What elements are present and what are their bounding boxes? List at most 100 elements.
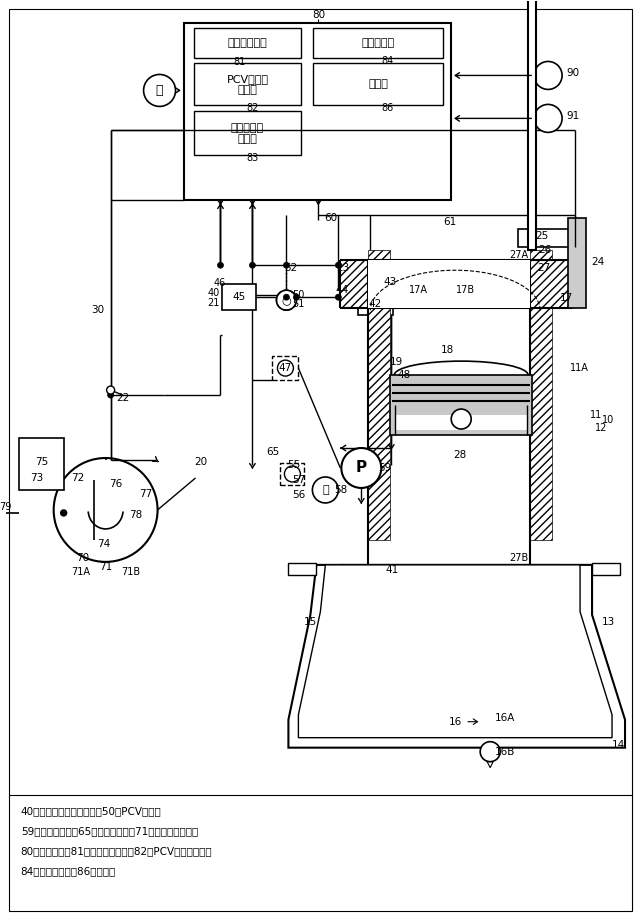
Bar <box>19 438 63 490</box>
Text: 71: 71 <box>99 562 112 572</box>
Bar <box>390 375 532 435</box>
Text: 40：ブローバイガス通路、50：PCVバルブ: 40：ブローバイガス通路、50：PCVバルブ <box>20 807 161 817</box>
Text: 84：温度算出部、86：実行部: 84：温度算出部、86：実行部 <box>20 867 116 877</box>
PathPatch shape <box>289 565 625 748</box>
Text: 75: 75 <box>35 457 48 467</box>
Text: 57: 57 <box>292 475 305 485</box>
Text: 17B: 17B <box>456 285 475 295</box>
Text: ○: ○ <box>282 295 291 305</box>
Text: 27A: 27A <box>509 250 529 260</box>
Text: 59：負圧ポンプ、65：負圧導入路、71：マスターバック: 59：負圧ポンプ、65：負圧導入路、71：マスターバック <box>20 826 198 836</box>
Text: 71B: 71B <box>121 567 140 577</box>
Text: 15: 15 <box>304 617 317 627</box>
Text: 17A: 17A <box>409 285 428 295</box>
Text: 84: 84 <box>381 56 394 66</box>
Bar <box>368 250 390 539</box>
Text: 82: 82 <box>246 104 259 113</box>
Circle shape <box>277 360 293 376</box>
Bar <box>368 260 530 308</box>
Circle shape <box>54 458 157 562</box>
Text: 26: 26 <box>538 245 552 255</box>
Circle shape <box>284 294 289 301</box>
Text: イ: イ <box>156 84 163 96</box>
Text: 46: 46 <box>214 278 226 289</box>
Text: 43: 43 <box>383 278 397 288</box>
Text: 83: 83 <box>246 153 259 164</box>
Circle shape <box>293 294 300 301</box>
Text: 65: 65 <box>266 447 279 457</box>
Bar <box>592 562 620 575</box>
Text: 24: 24 <box>591 257 605 267</box>
Text: 48: 48 <box>397 370 411 380</box>
Text: 28: 28 <box>454 450 467 460</box>
Text: 79: 79 <box>0 502 12 512</box>
Text: 実行部: 実行部 <box>369 79 388 89</box>
Text: 71A: 71A <box>71 567 90 577</box>
Bar <box>289 562 316 575</box>
Circle shape <box>335 262 341 268</box>
Bar <box>530 250 552 539</box>
Text: 27: 27 <box>538 263 551 273</box>
Circle shape <box>534 105 562 132</box>
Circle shape <box>284 262 289 268</box>
Circle shape <box>534 62 562 89</box>
Text: 74: 74 <box>97 539 110 549</box>
Text: 12: 12 <box>595 423 607 433</box>
Circle shape <box>107 386 115 394</box>
Text: 51: 51 <box>292 300 305 309</box>
Text: 30: 30 <box>91 305 104 315</box>
Text: 13: 13 <box>602 617 614 627</box>
Text: 20: 20 <box>194 457 207 467</box>
Text: 22: 22 <box>116 393 129 403</box>
Text: 78: 78 <box>129 510 142 520</box>
Bar <box>396 415 527 430</box>
Circle shape <box>250 262 255 268</box>
Text: 42: 42 <box>369 300 382 309</box>
Bar <box>358 293 394 315</box>
Text: 70: 70 <box>76 553 89 562</box>
Text: 90: 90 <box>566 68 579 78</box>
Text: 40: 40 <box>207 289 220 298</box>
Text: PCVバルブ
制御部: PCVバルブ 制御部 <box>227 74 268 96</box>
Text: 86: 86 <box>381 104 394 113</box>
Text: 10: 10 <box>602 415 614 425</box>
Text: 21: 21 <box>207 298 220 308</box>
Circle shape <box>341 448 381 488</box>
Bar <box>184 22 451 200</box>
Text: 11A: 11A <box>570 363 589 373</box>
Text: P: P <box>356 460 367 475</box>
Text: 44: 44 <box>336 285 349 295</box>
Text: イ: イ <box>322 485 329 495</box>
Bar <box>193 63 301 106</box>
Text: 16: 16 <box>449 717 462 727</box>
Text: 25: 25 <box>536 232 548 242</box>
Circle shape <box>108 392 114 398</box>
Circle shape <box>284 466 300 482</box>
Text: 47: 47 <box>279 363 292 373</box>
Bar <box>314 63 444 106</box>
Bar <box>193 111 301 155</box>
Bar <box>340 260 572 308</box>
Bar <box>314 28 444 59</box>
Text: 61: 61 <box>444 217 457 227</box>
Circle shape <box>276 290 296 311</box>
Text: 58: 58 <box>333 485 347 495</box>
Text: 50: 50 <box>292 290 305 301</box>
Text: 16B: 16B <box>495 746 515 756</box>
Text: 76: 76 <box>109 479 122 489</box>
Text: 80：制御装置、81：ポンプ制御部、82：PCVバルブ制御部: 80：制御装置、81：ポンプ制御部、82：PCVバルブ制御部 <box>20 846 212 857</box>
Text: 流路切替弁
制御部: 流路切替弁 制御部 <box>231 122 264 144</box>
Text: 59: 59 <box>379 463 392 473</box>
Bar <box>518 229 573 247</box>
Text: 19: 19 <box>390 357 403 367</box>
Circle shape <box>312 477 339 503</box>
Text: 27B: 27B <box>509 553 529 562</box>
Circle shape <box>335 294 341 301</box>
Text: 55: 55 <box>287 460 300 470</box>
Text: 91: 91 <box>566 111 579 121</box>
Text: 73: 73 <box>30 473 44 483</box>
Bar <box>223 284 257 311</box>
Circle shape <box>480 742 500 762</box>
Circle shape <box>61 510 67 516</box>
Text: 81: 81 <box>233 58 246 67</box>
